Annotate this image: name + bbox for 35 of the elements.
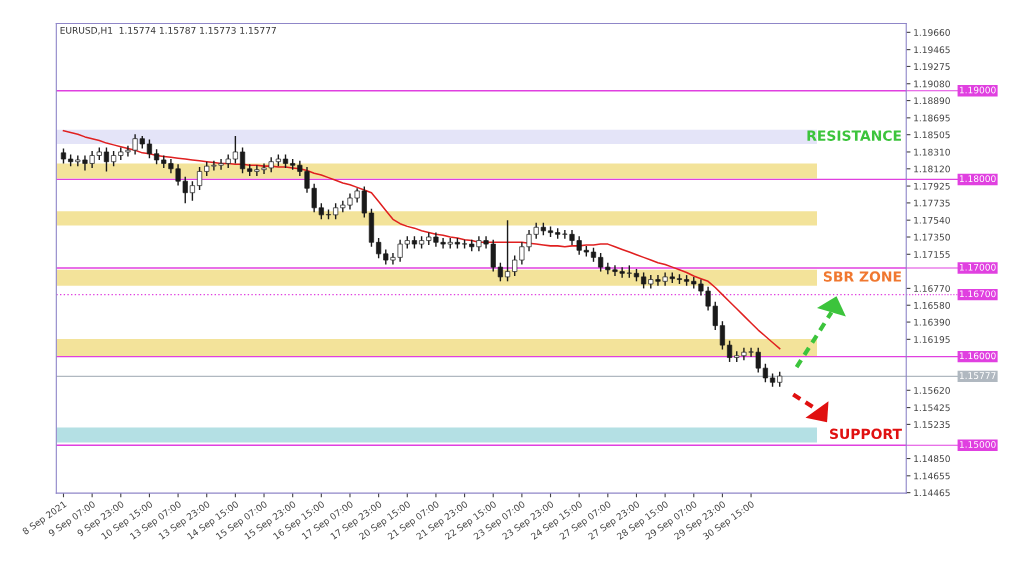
- y-tick-label: 1.16580: [914, 301, 950, 309]
- band-label: SBR ZONE: [823, 271, 901, 282]
- y-tick-label: 1.15425: [914, 404, 950, 412]
- chart-title: EURUSD,H1 1.15774 1.15787 1.15773 1.15777: [60, 26, 276, 35]
- y-tick-label: 1.17350: [914, 233, 950, 241]
- y-tick-label: 1.14850: [914, 455, 950, 463]
- ref-line-label: 1.16700: [959, 290, 996, 298]
- ref-line-label: 1.15000: [959, 441, 996, 448]
- y-tick-label: 1.14465: [914, 489, 950, 497]
- y-tick-label: 1.16770: [914, 285, 950, 292]
- y-tick-label: 1.18310: [914, 148, 950, 156]
- ref-line-label: 1.16000: [959, 352, 996, 360]
- y-tick-label: 1.19275: [914, 63, 950, 71]
- y-tick-label: 1.16390: [914, 318, 950, 326]
- y-tick-label: 1.19465: [914, 46, 950, 54]
- y-tick-label: 1.15620: [914, 387, 950, 394]
- ref-line-label: 1.18000: [959, 175, 996, 183]
- y-tick-label: 1.17925: [914, 182, 950, 190]
- y-tick-label: 1.14655: [914, 472, 950, 480]
- y-tick-label: 1.18890: [914, 97, 950, 105]
- y-tick-label: 1.17540: [914, 216, 950, 224]
- y-tick-label: 1.15235: [914, 421, 950, 428]
- y-tick-label: 1.17155: [914, 251, 950, 258]
- y-tick-label: 1.16195: [914, 336, 950, 343]
- y-tick-label: 1.19660: [914, 29, 950, 36]
- band-label: RESISTANCE: [807, 130, 901, 141]
- band-label: SUPPORT: [829, 428, 902, 440]
- y-tick-label: 1.17735: [914, 199, 950, 207]
- y-tick-label: 1.18695: [914, 114, 950, 122]
- ref-line-label: 1.15777: [959, 372, 996, 380]
- ref-line-label: 1.17000: [959, 263, 996, 271]
- y-tick-label: 1.19080: [914, 80, 950, 88]
- y-tick-label: 1.18505: [914, 131, 950, 139]
- y-tick-label: 1.18120: [914, 165, 950, 173]
- ref-line-label: 1.19000: [959, 86, 996, 94]
